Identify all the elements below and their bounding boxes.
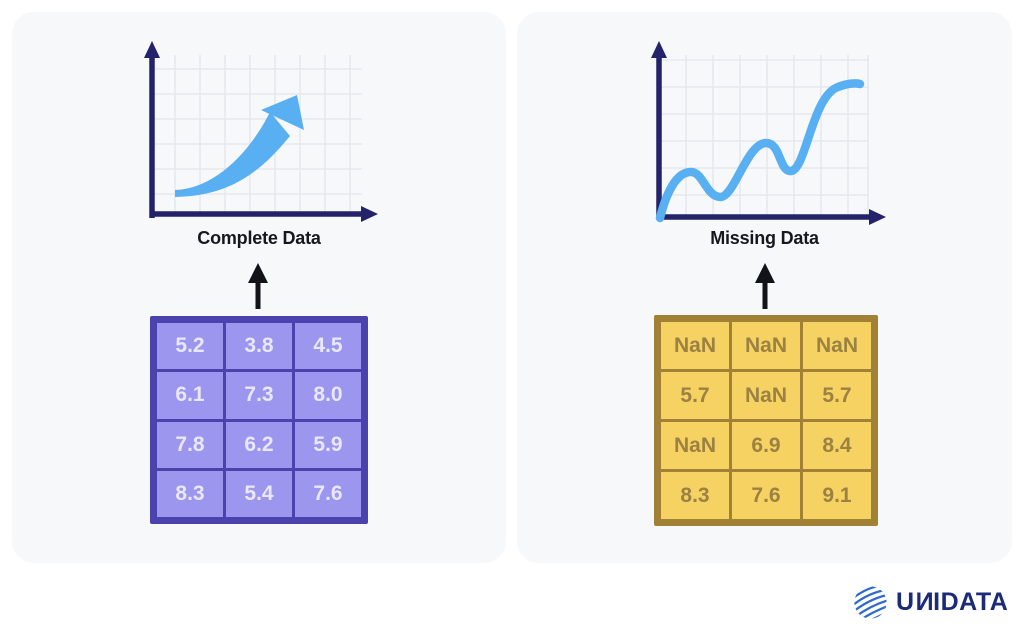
table-cell: 5.7 [803,372,871,419]
table-cell: 3.8 [226,323,292,370]
panel-complete-data: Complete Data 5.2 3.8 4.5 6.1 7.3 8.0 7.… [12,12,506,563]
missing-chart-illustration [651,41,886,225]
table-cell: 8.4 [803,422,871,469]
wavy-line [655,79,865,223]
table-cell: 7.6 [295,470,361,517]
complete-chart-illustration [144,41,378,222]
table-cell: 6.1 [157,372,223,419]
growth-arrow-head-icon [261,95,304,130]
table-cell: 8.3 [157,470,223,517]
x-axis-arrow-icon [869,209,886,225]
table-cell: 5.4 [226,470,292,517]
table-cell: 9.1 [803,472,871,519]
table-cell: 7.8 [157,421,223,468]
chart-label-missing: Missing Data [710,228,819,248]
table-cell: 7.3 [226,372,292,419]
data-table-missing: NaN NaN NaN 5.7 NaN 5.7 NaN 6.9 8.4 8.3 … [654,315,878,526]
y-axis-arrow-icon [651,41,667,58]
table-cell: 6.9 [732,422,800,469]
up-arrow-icon [755,263,775,309]
table-cell: 8.3 [661,472,729,519]
table-cell: NaN [803,322,871,369]
chart-grid [659,55,869,217]
table-cell: 5.2 [157,323,223,370]
table-cell: NaN [732,372,800,419]
table-cell: NaN [661,422,729,469]
growth-arrow-icon [175,112,290,197]
table-cell: 8.0 [295,372,361,419]
table-cell: 6.2 [226,421,292,468]
table-cell: NaN [732,322,800,369]
table-cell: 4.5 [295,323,361,370]
x-axis-arrow-icon [361,206,378,222]
unidata-logo: UNIDATA [853,584,1008,621]
panel-missing-data: Missing Data NaN NaN NaN 5.7 NaN 5.7 NaN… [517,12,1012,563]
y-axis-arrow-icon [144,41,160,58]
up-arrow-icon [248,263,268,309]
globe-icon [853,585,888,620]
table-cell: 5.7 [661,372,729,419]
chart-label-complete: Complete Data [197,228,321,248]
logo-text: UNIDATA [896,588,1009,616]
table-cell: NaN [661,322,729,369]
data-table-complete: 5.2 3.8 4.5 6.1 7.3 8.0 7.8 6.2 5.9 8.3 … [150,316,368,524]
table-cell: 7.6 [732,472,800,519]
table-cell: 5.9 [295,421,361,468]
